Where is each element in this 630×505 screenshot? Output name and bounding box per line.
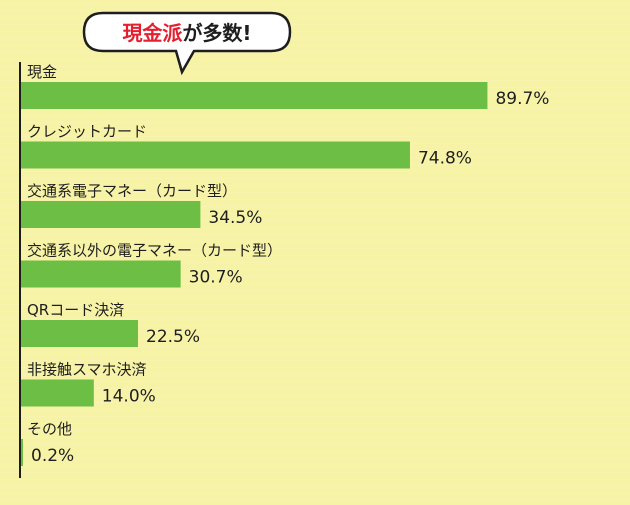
callout-bubble: 現金派が多数! [82, 11, 292, 76]
value-label: 89.7% [495, 89, 549, 109]
value-label: 30.7% [189, 268, 243, 288]
callout-shape [82, 11, 292, 76]
category-label: QRコード決済 [27, 301, 124, 319]
bar [21, 201, 201, 228]
bar [21, 320, 138, 347]
callout-text: 現金派が多数! [122, 21, 251, 45]
category-label: クレジットカード [27, 123, 147, 141]
category-label: その他 [27, 420, 72, 438]
bar [21, 439, 23, 466]
value-label: 34.5% [208, 208, 262, 228]
bar [21, 379, 94, 407]
category-label: 非接触スマホ決済 [27, 361, 147, 379]
callout-highlight: 現金派 [122, 21, 183, 45]
bar [21, 260, 181, 288]
category-label: 交通系電子マネー（カード型） [27, 182, 237, 200]
category-label: 現金 [27, 63, 57, 81]
value-label: 14.0% [102, 387, 156, 407]
category-label: 交通系以外の電子マネー（カード型） [27, 242, 282, 260]
value-label: 74.8% [418, 149, 472, 169]
value-label: 0.2% [31, 446, 74, 466]
callout-rest: が多数! [182, 21, 251, 45]
bar [21, 141, 410, 169]
bars-group: 現金 89.7% クレジットカード 74.8% 交通系電子マネー（カード型） 34.5% 交… [21, 63, 549, 466]
bar [21, 82, 488, 109]
value-label: 22.5% [146, 327, 200, 347]
